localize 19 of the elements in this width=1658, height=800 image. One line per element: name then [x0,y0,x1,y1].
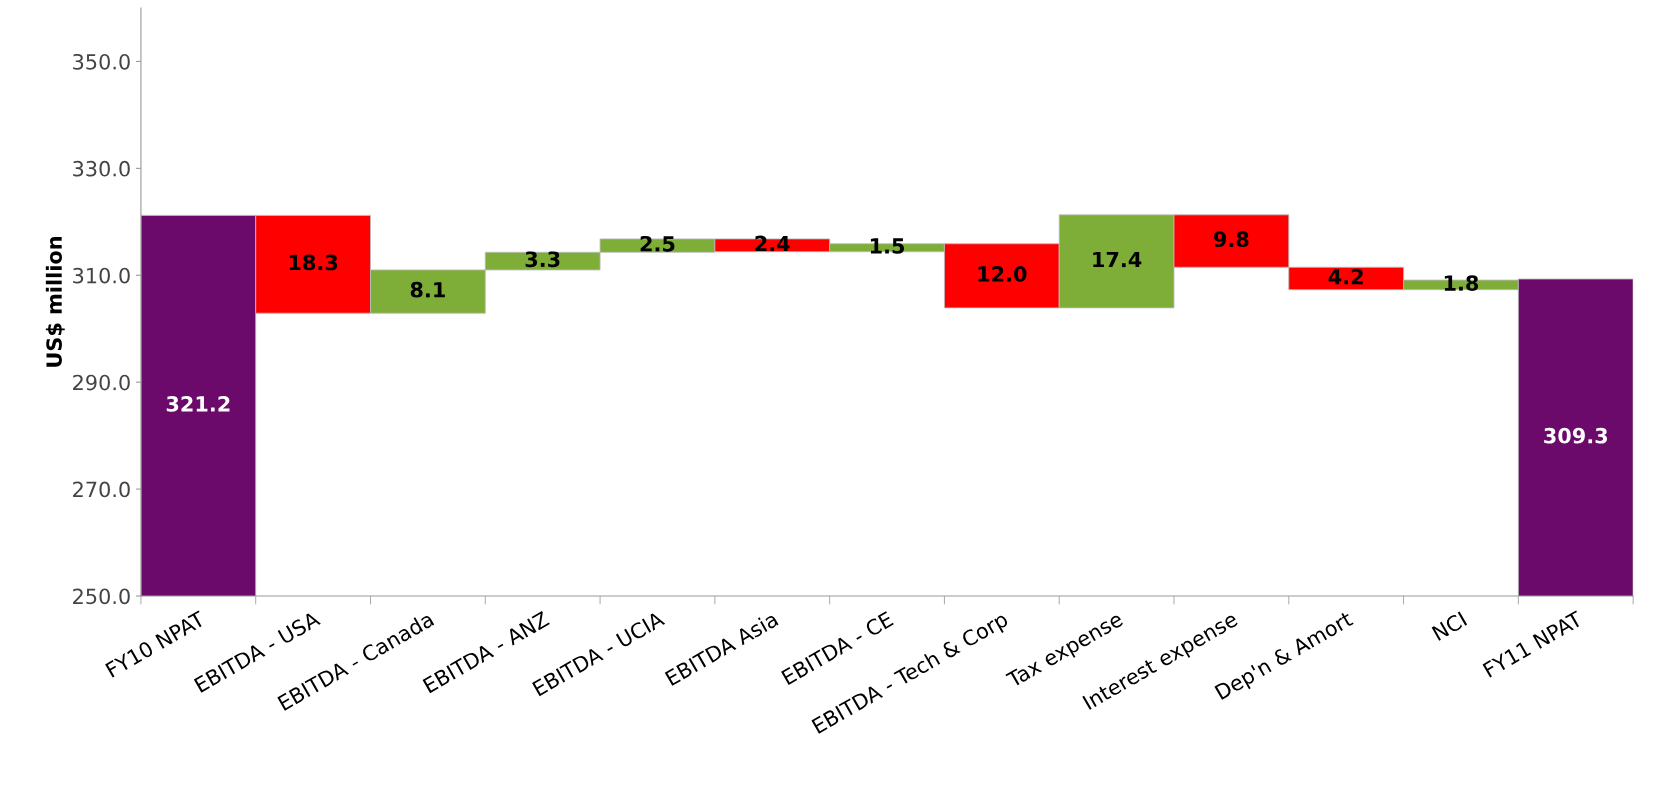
y-tick-label: 350.0 [73,53,130,70]
data-label: 4.2 [1328,268,1363,285]
data-label: 2.5 [640,235,675,252]
y-tick-label: 310.0 [73,267,130,284]
y-tick-label: 330.0 [73,160,130,177]
data-label: 3.3 [525,251,560,268]
data-label: 321.2 [166,395,230,412]
y-axis-title: US$ million [45,237,65,367]
data-label: 9.8 [1214,231,1249,248]
data-label: 2.4 [755,235,790,252]
data-label: 18.3 [289,254,338,271]
y-tick-label: 290.0 [73,374,130,391]
y-tick-label: 250.0 [73,588,130,605]
y-tick-label: 270.0 [73,481,130,498]
data-label: 8.1 [410,281,445,298]
data-label: 17.4 [1093,251,1142,268]
data-label: 309.3 [1544,427,1608,444]
data-label: 12.0 [978,266,1027,282]
x-tick-label: NCI [1431,611,1468,641]
